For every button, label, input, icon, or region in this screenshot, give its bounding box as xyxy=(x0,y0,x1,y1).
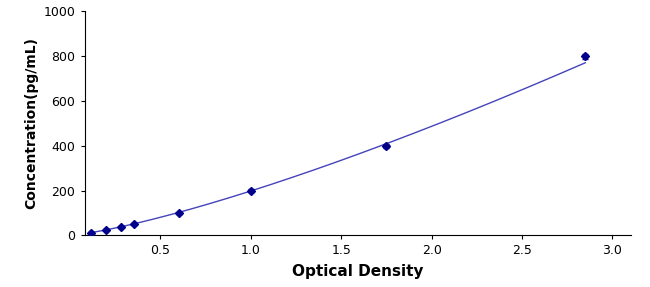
X-axis label: Optical Density: Optical Density xyxy=(292,264,423,279)
Y-axis label: Concentration(pg/mL): Concentration(pg/mL) xyxy=(24,37,38,210)
